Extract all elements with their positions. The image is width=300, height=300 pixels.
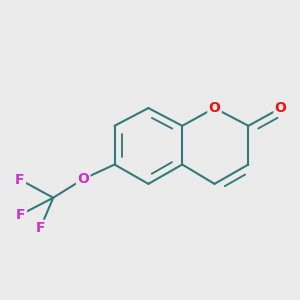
Text: O: O	[208, 101, 220, 115]
Text: F: F	[16, 208, 26, 221]
Text: O: O	[77, 172, 89, 186]
Text: F: F	[36, 221, 45, 235]
Text: F: F	[15, 173, 25, 187]
Text: O: O	[275, 101, 286, 115]
